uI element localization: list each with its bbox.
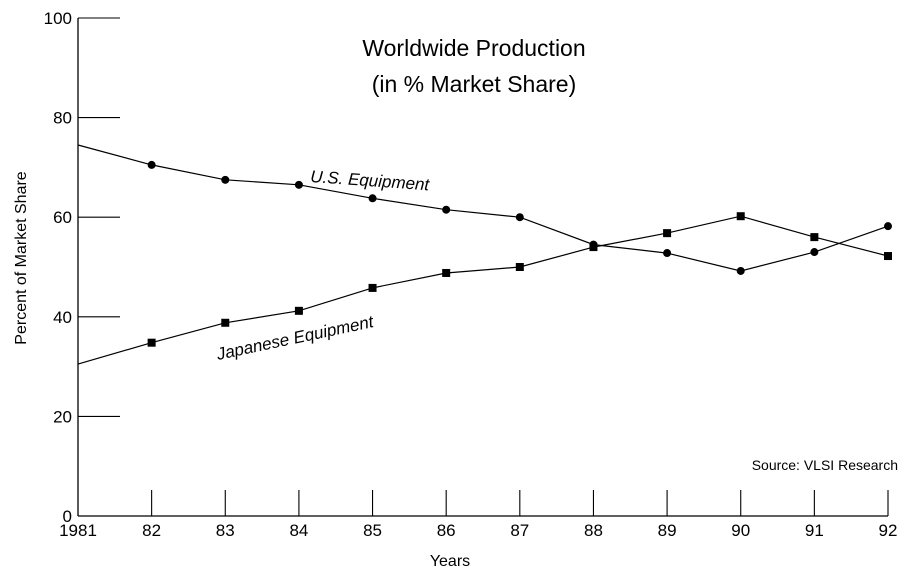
point-japanese-equipment-1989	[663, 229, 672, 238]
y-axis-title: Percent of Market Share	[13, 171, 30, 345]
point-u-s-equipment-1985	[368, 194, 377, 203]
point-u-s-equipment-1984	[294, 180, 303, 189]
x-tick-label-1985: 85	[363, 521, 382, 540]
y-tick-label-20: 20	[53, 407, 72, 426]
point-japanese-equipment-1990	[736, 212, 745, 221]
point-japanese-equipment-1982	[147, 338, 156, 347]
source-note: Source: VLSI Research	[752, 457, 898, 473]
point-u-s-equipment-1986	[442, 205, 451, 214]
series-lines	[77, 144, 889, 365]
x-tick-label-1990: 90	[731, 521, 750, 540]
x-tick-label-1984: 84	[289, 521, 308, 540]
point-u-s-equipment-1982	[147, 160, 156, 169]
y-tick-label-60: 60	[53, 208, 72, 227]
x-tick-label-1986: 86	[437, 521, 456, 540]
series-line-u-s-equipment	[77, 144, 889, 272]
point-u-s-equipment-1990	[736, 266, 745, 275]
x-tick-label-1991: 91	[805, 521, 824, 540]
x-tick-label-1988: 88	[584, 521, 603, 540]
point-japanese-equipment-1983	[221, 318, 230, 327]
x-tick-label-1987: 87	[510, 521, 529, 540]
x-tick-label-1989: 89	[658, 521, 677, 540]
point-japanese-equipment-1986	[442, 268, 451, 277]
series-label-japanese-equipment: Japanese Equipment	[214, 312, 376, 364]
point-u-s-equipment-1991	[810, 248, 819, 257]
point-u-s-equipment-1992	[884, 222, 892, 231]
chart-title-line-2: (in % Market Share)	[372, 71, 577, 97]
x-axis-title: Years	[430, 553, 470, 570]
y-tick-label-100: 100	[44, 9, 72, 28]
x-tick-label-1982: 82	[142, 521, 161, 540]
ticks: 0 20 40 60 80 100 1981 82 83 84 85 86 87 88 89 90 91 92	[44, 9, 898, 540]
x-tick-label-1992: 92	[879, 521, 898, 540]
point-japanese-equipment-1992	[884, 252, 892, 261]
y-tick-label-40: 40	[53, 308, 72, 327]
series-markers	[147, 160, 892, 347]
axes	[77, 18, 888, 517]
point-u-s-equipment-1987	[515, 213, 524, 222]
chart-title-line-1: Worldwide Production	[362, 35, 585, 61]
x-tick-label-1981: 1981	[59, 521, 97, 540]
y-tick-label-80: 80	[53, 109, 72, 128]
point-japanese-equipment-1984	[294, 306, 303, 315]
point-u-s-equipment-1983	[221, 175, 230, 184]
point-japanese-equipment-1985	[368, 283, 377, 292]
x-tick-label-1983: 83	[216, 521, 235, 540]
point-japanese-equipment-1991	[810, 233, 819, 242]
series-line-japanese-equipment	[77, 215, 889, 365]
point-japanese-equipment-1987	[515, 263, 524, 271]
point-japanese-equipment-1988	[589, 243, 598, 252]
y-tick-label-0: 0	[63, 507, 72, 526]
point-u-s-equipment-1989	[663, 249, 672, 258]
